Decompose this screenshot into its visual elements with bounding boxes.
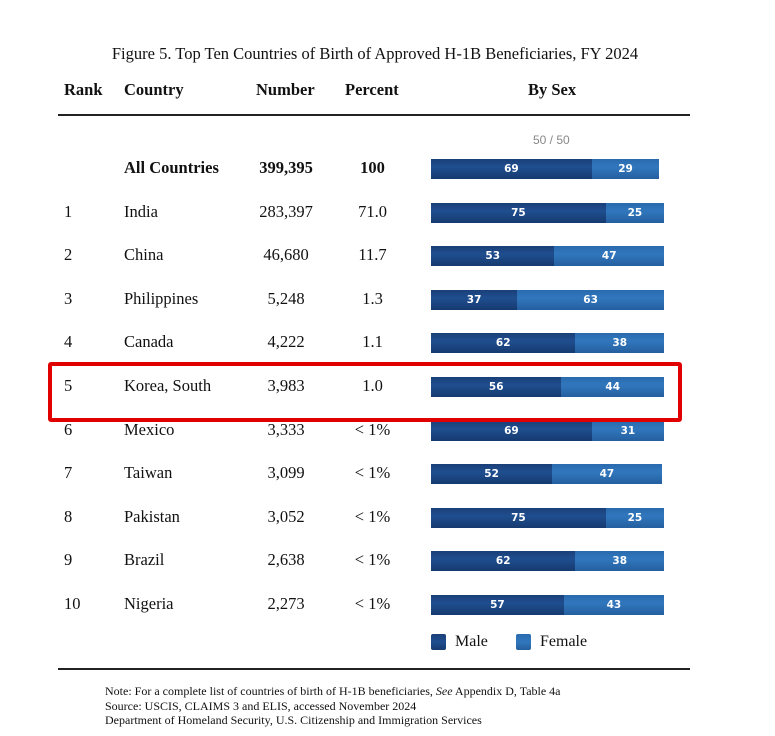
agency-line: Department of Homeland Security, U.S. Ci… bbox=[105, 713, 482, 727]
bar-segment-female: 31 bbox=[591, 421, 664, 441]
bar-segment-male: 69 bbox=[431, 159, 592, 179]
row-number: 3,983 bbox=[267, 376, 305, 395]
sex-bar: 62 38 bbox=[431, 551, 664, 571]
header-by-sex: By Sex bbox=[528, 80, 577, 99]
row-rank: 10 bbox=[64, 594, 81, 613]
highlight-box bbox=[48, 362, 682, 422]
bar-segment-male: 75 bbox=[431, 203, 606, 223]
note-appendix: Appendix D, Table 4a bbox=[454, 684, 561, 698]
row-rank: 7 bbox=[64, 463, 73, 482]
header-rank: Rank bbox=[64, 80, 103, 99]
bar-segment-female: 43 bbox=[563, 595, 664, 615]
row-country: Canada bbox=[124, 332, 174, 351]
row-number: 3,052 bbox=[267, 507, 305, 526]
bar-segment-female: 38 bbox=[575, 551, 664, 571]
row-percent: 100 bbox=[360, 158, 385, 177]
sex-bar: 37 63 bbox=[431, 290, 664, 310]
bar-segment-male: 62 bbox=[431, 551, 576, 571]
row-rank: 1 bbox=[64, 202, 73, 221]
row-number: 399,395 bbox=[259, 158, 313, 177]
bar-segment-female: 63 bbox=[517, 290, 664, 310]
legend-label-female: Female bbox=[540, 633, 588, 650]
bar-segment-female: 47 bbox=[552, 464, 662, 484]
row-rank: 4 bbox=[64, 332, 73, 351]
bar-segment-male: 56 bbox=[431, 377, 562, 397]
row-percent: 1.1 bbox=[362, 332, 383, 351]
row-rank: 9 bbox=[64, 550, 73, 569]
row-rank: 3 bbox=[64, 289, 73, 308]
source-line: Source: USCIS, CLAIMS 3 and ELIS, access… bbox=[105, 698, 417, 713]
row-number: 2,273 bbox=[267, 594, 305, 613]
reference-label: 50 / 50 bbox=[533, 133, 570, 147]
legend-male: Male bbox=[431, 633, 488, 651]
bar-segment-male: 37 bbox=[431, 290, 518, 310]
sex-bar: 57 43 bbox=[431, 595, 664, 615]
row-number: 2,638 bbox=[267, 550, 305, 569]
row-rank: 6 bbox=[64, 420, 73, 439]
row-number: 46,680 bbox=[263, 245, 309, 264]
row-percent: 1.3 bbox=[362, 289, 383, 308]
bar-segment-male: 53 bbox=[431, 246, 555, 266]
row-country: Mexico bbox=[124, 420, 175, 439]
header-divider bbox=[58, 114, 690, 116]
row-number: 5,248 bbox=[267, 289, 305, 308]
bar-segment-male: 69 bbox=[431, 421, 592, 441]
bar-segment-female: 44 bbox=[561, 377, 664, 397]
row-country: Philippines bbox=[124, 289, 199, 308]
bar-segment-female: 25 bbox=[605, 203, 664, 223]
bar-segment-male: 62 bbox=[431, 333, 576, 353]
sex-bar: 56 44 bbox=[431, 377, 664, 397]
row-country: China bbox=[124, 245, 164, 264]
sex-bar: 69 29 bbox=[431, 159, 660, 179]
header-number: Number bbox=[256, 80, 315, 99]
note-text: Note: For a complete list of countries o… bbox=[105, 684, 433, 698]
row-percent: < 1% bbox=[354, 507, 391, 526]
legend-swatch-female bbox=[516, 634, 531, 650]
row-country: India bbox=[124, 202, 158, 221]
row-country: Nigeria bbox=[124, 594, 174, 613]
row-number: 4,222 bbox=[267, 332, 305, 351]
bar-segment-male: 52 bbox=[431, 464, 553, 484]
row-rank: 8 bbox=[64, 507, 73, 526]
legend-label-male: Male bbox=[455, 633, 488, 650]
sex-bar: 53 47 bbox=[431, 246, 664, 266]
row-number: 3,099 bbox=[267, 463, 305, 482]
row-rank: 2 bbox=[64, 245, 73, 264]
row-number: 3,333 bbox=[267, 420, 305, 439]
sex-bar: 75 25 bbox=[431, 203, 664, 223]
bar-segment-female: 38 bbox=[575, 333, 664, 353]
row-percent: 71.0 bbox=[358, 202, 387, 221]
row-country: All Countries bbox=[124, 158, 219, 177]
row-country: Brazil bbox=[124, 550, 165, 569]
row-percent: < 1% bbox=[354, 420, 391, 439]
bar-segment-female: 47 bbox=[554, 246, 664, 266]
bar-segment-male: 75 bbox=[431, 508, 606, 528]
legend-swatch-male bbox=[431, 634, 446, 650]
note-line: Note: For a complete list of countries o… bbox=[105, 684, 561, 699]
legend-female: Female bbox=[516, 633, 587, 651]
figure-title: Figure 5. Top Ten Countries of Birth of … bbox=[111, 44, 639, 63]
row-percent: 11.7 bbox=[358, 245, 387, 264]
row-percent: 1.0 bbox=[362, 376, 383, 395]
row-percent: < 1% bbox=[354, 550, 391, 569]
sex-bar: 52 47 bbox=[431, 464, 662, 484]
row-rank: 5 bbox=[64, 376, 73, 395]
header-percent: Percent bbox=[345, 80, 399, 99]
sex-bar: 69 31 bbox=[431, 421, 664, 441]
header-country: Country bbox=[124, 80, 184, 99]
footer-divider bbox=[58, 668, 690, 670]
sex-bar: 62 38 bbox=[431, 333, 664, 353]
row-country: Pakistan bbox=[124, 507, 180, 526]
note-see: See bbox=[435, 684, 453, 698]
bar-segment-male: 57 bbox=[431, 595, 564, 615]
row-percent: < 1% bbox=[354, 594, 391, 613]
sex-bar: 75 25 bbox=[431, 508, 664, 528]
bar-segment-female: 25 bbox=[605, 508, 664, 528]
footnotes: Note: For a complete list of countries o… bbox=[105, 684, 561, 728]
row-number: 283,397 bbox=[259, 202, 313, 221]
row-country: Taiwan bbox=[124, 463, 173, 482]
row-percent: < 1% bbox=[354, 463, 391, 482]
bar-segment-female: 29 bbox=[591, 159, 660, 179]
row-country: Korea, South bbox=[124, 376, 212, 395]
